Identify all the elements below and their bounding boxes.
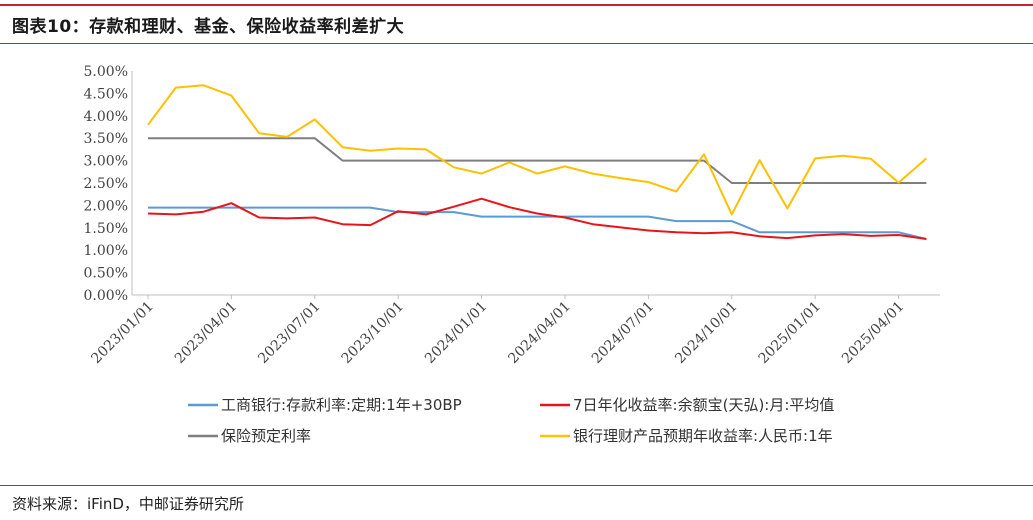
series-layer [147, 84, 928, 240]
legend-label: 工商银行:存款利率:定期:1年+30BP [221, 396, 462, 414]
y-tick-label: 0.00% [84, 288, 128, 304]
y-tick-label: 1.00% [84, 243, 128, 259]
x-tick-label: 2025/04/01 [839, 299, 907, 367]
x-tick-label: 2024/01/01 [422, 299, 490, 367]
title-bar: 图表10：存款和理财、基金、保险收益率利差扩大 [0, 0, 1033, 44]
x-tick-label: 2023/07/01 [255, 299, 323, 367]
x-axis-ticks: 2023/01/01 2023/04/01 2023/07/01 2023/10/01… [88, 295, 907, 367]
y-tick-label: 1.50% [84, 221, 128, 237]
legend: 工商银行:存款利率:定期:1年+30BP 7日年化收益率:余额宝(天弘):月:平均… [188, 396, 834, 445]
y-tick-label: 0.50% [84, 266, 128, 282]
y-axis-ticks: 0.00% 0.50% 1.00% 1.50% 2.00% 2.50% 3.00% 3.50%… [84, 64, 128, 304]
x-tick-label: 2024/04/01 [505, 299, 573, 367]
x-tick-label: 2023/01/01 [88, 299, 156, 367]
y-tick-label: 2.50% [84, 176, 128, 192]
y-tick-label: 4.50% [84, 86, 128, 102]
x-tick-label: 2024/07/01 [589, 299, 657, 367]
legend-label: 银行理财产品预期年收益率:人民币:1年 [573, 427, 833, 445]
grid-layer [131, 71, 940, 296]
series-line-0 [148, 206, 927, 240]
source-note: 资料来源：iFinD，中邮证券研究所 [12, 495, 244, 513]
y-tick-label: 3.00% [84, 154, 128, 170]
bottom-rule [0, 485, 1033, 486]
line-chart: 0.00% 0.50% 1.00% 1.50% 2.00% 2.50% 3.00% 3.50%… [84, 64, 940, 445]
y-tick-label: 3.50% [84, 131, 128, 147]
x-tick-label: 2023/04/01 [172, 299, 240, 367]
series-line-1 [147, 197, 927, 240]
series-line-3 [147, 84, 928, 216]
y-tick-label: 2.00% [84, 198, 128, 214]
x-tick-label: 2023/10/01 [339, 299, 407, 367]
x-tick-label: 2025/01/01 [756, 299, 824, 367]
x-tick-label: 2024/10/01 [672, 299, 740, 367]
top-rule [0, 4, 1033, 6]
legend-label: 7日年化收益率:余额宝(天弘):月:平均值 [573, 396, 834, 414]
y-tick-label: 5.00% [84, 64, 128, 80]
legend-label: 保险预定利率 [221, 427, 311, 445]
figure-title: 图表10：存款和理财、基金、保险收益率利差扩大 [12, 17, 405, 37]
title-rule [0, 43, 1033, 44]
y-tick-label: 4.00% [84, 109, 128, 125]
